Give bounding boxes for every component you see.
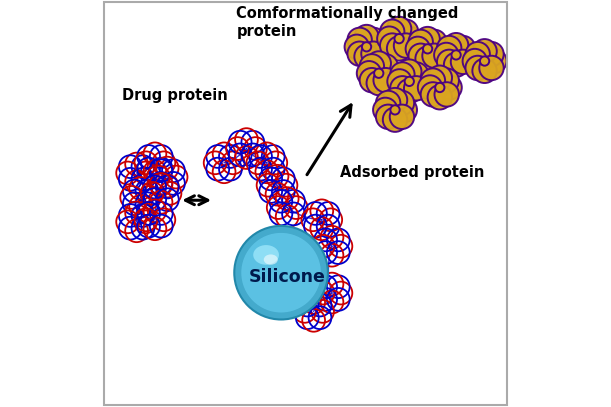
Circle shape (404, 76, 428, 101)
Circle shape (390, 105, 400, 114)
Circle shape (415, 46, 440, 71)
Circle shape (395, 34, 404, 43)
Circle shape (479, 42, 503, 66)
Circle shape (435, 83, 444, 92)
Circle shape (415, 27, 440, 51)
Circle shape (387, 36, 411, 61)
Circle shape (390, 76, 415, 101)
Circle shape (434, 68, 459, 93)
Circle shape (423, 44, 432, 53)
Circle shape (361, 42, 386, 66)
Ellipse shape (264, 254, 278, 265)
Circle shape (380, 33, 404, 58)
Circle shape (374, 69, 383, 78)
Circle shape (406, 37, 430, 61)
Circle shape (348, 42, 372, 66)
Circle shape (373, 98, 398, 122)
Circle shape (397, 26, 421, 51)
Circle shape (345, 35, 369, 59)
Circle shape (428, 85, 452, 109)
Circle shape (409, 30, 433, 54)
Circle shape (376, 105, 400, 129)
Circle shape (394, 20, 418, 44)
Circle shape (472, 59, 497, 83)
Circle shape (373, 54, 398, 79)
Circle shape (407, 69, 431, 94)
Circle shape (360, 54, 384, 79)
Circle shape (387, 17, 411, 41)
Circle shape (480, 57, 489, 66)
Circle shape (348, 28, 372, 52)
Circle shape (428, 66, 452, 90)
Circle shape (409, 44, 433, 68)
Circle shape (444, 53, 468, 77)
Circle shape (390, 105, 414, 129)
Circle shape (466, 42, 490, 66)
Circle shape (380, 20, 404, 44)
Circle shape (422, 44, 447, 68)
Circle shape (394, 33, 418, 58)
Circle shape (418, 75, 442, 100)
Ellipse shape (253, 245, 279, 265)
Circle shape (397, 79, 422, 103)
Circle shape (466, 56, 490, 80)
Circle shape (383, 88, 408, 112)
Circle shape (437, 36, 461, 60)
Circle shape (452, 50, 461, 59)
Circle shape (357, 61, 381, 85)
Circle shape (451, 36, 475, 60)
Circle shape (362, 42, 371, 51)
Circle shape (390, 62, 415, 87)
Circle shape (463, 49, 487, 73)
Circle shape (367, 71, 391, 95)
Circle shape (361, 28, 386, 52)
Circle shape (425, 37, 450, 61)
Circle shape (376, 91, 400, 115)
Circle shape (422, 30, 447, 54)
Circle shape (234, 226, 328, 319)
Circle shape (453, 43, 478, 67)
Circle shape (241, 233, 321, 313)
Circle shape (390, 91, 414, 115)
Circle shape (434, 82, 459, 107)
Circle shape (482, 49, 507, 73)
Circle shape (376, 61, 401, 85)
Text: Adsorbed protein: Adsorbed protein (340, 166, 485, 180)
Circle shape (421, 68, 445, 93)
Circle shape (367, 51, 391, 76)
Circle shape (354, 25, 379, 49)
Circle shape (451, 50, 475, 74)
Text: Silicone: Silicone (249, 268, 326, 286)
Circle shape (387, 69, 412, 94)
Circle shape (437, 75, 462, 100)
Circle shape (373, 68, 398, 92)
Circle shape (404, 62, 428, 87)
Circle shape (364, 35, 389, 59)
Circle shape (479, 56, 503, 80)
Circle shape (434, 43, 458, 67)
Circle shape (421, 82, 445, 107)
Circle shape (472, 39, 497, 63)
Circle shape (444, 33, 468, 57)
Circle shape (393, 98, 417, 122)
Circle shape (397, 59, 422, 84)
Circle shape (383, 107, 408, 132)
Circle shape (437, 50, 461, 74)
Circle shape (360, 68, 384, 92)
Circle shape (354, 44, 379, 69)
Text: Comformationally changed
protein: Comformationally changed protein (236, 6, 459, 39)
Circle shape (404, 77, 414, 86)
Circle shape (377, 26, 401, 51)
Text: Drug protein: Drug protein (122, 88, 228, 103)
